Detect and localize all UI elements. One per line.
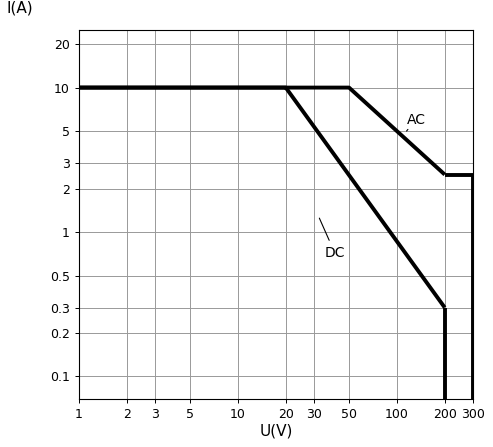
Text: DC: DC [319, 218, 345, 260]
Text: AC: AC [407, 113, 425, 131]
Y-axis label: I(A): I(A) [6, 0, 33, 15]
X-axis label: U(V): U(V) [259, 424, 292, 439]
